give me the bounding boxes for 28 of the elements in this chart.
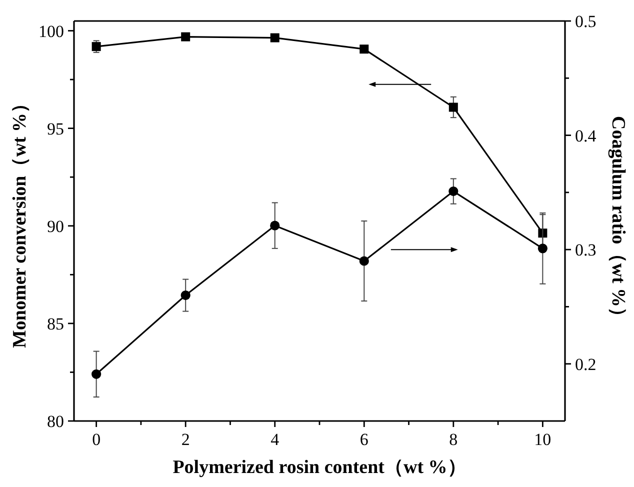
x-tick-label: 4 xyxy=(270,430,280,449)
point xyxy=(360,44,369,54)
x-tick-label: 6 xyxy=(360,430,368,449)
x-tick-label: 10 xyxy=(534,430,552,449)
x-tick-label: 0 xyxy=(92,430,101,449)
point xyxy=(448,186,458,196)
point xyxy=(359,256,369,266)
x-tick-label: 8 xyxy=(449,430,458,449)
y2-tick-label: 0.2 xyxy=(575,354,596,374)
y-tick-label: 90 xyxy=(47,216,64,236)
y2-axis-title: Coagulum ratio（wt %） xyxy=(608,116,628,326)
point xyxy=(180,290,190,300)
y-tick-label: 85 xyxy=(47,314,64,334)
y2-tick-label: 0.3 xyxy=(575,240,596,260)
point xyxy=(92,369,102,379)
point xyxy=(270,33,280,42)
y-axis-title: Monomer conversion（wt %） xyxy=(10,94,30,348)
point xyxy=(448,102,458,112)
y-tick-label: 100 xyxy=(38,22,64,41)
y-tick-label: 95 xyxy=(47,119,64,138)
y2-tick-label: 0.5 xyxy=(575,12,596,31)
point xyxy=(92,42,101,52)
point xyxy=(270,220,280,230)
y2-tick-label: 0.4 xyxy=(575,126,597,146)
y-tick-label: 80 xyxy=(47,412,64,431)
point xyxy=(181,32,190,42)
x-axis-title: Polymerized rosin content（wt %） xyxy=(172,457,466,478)
x-tick-label: 2 xyxy=(181,430,190,449)
